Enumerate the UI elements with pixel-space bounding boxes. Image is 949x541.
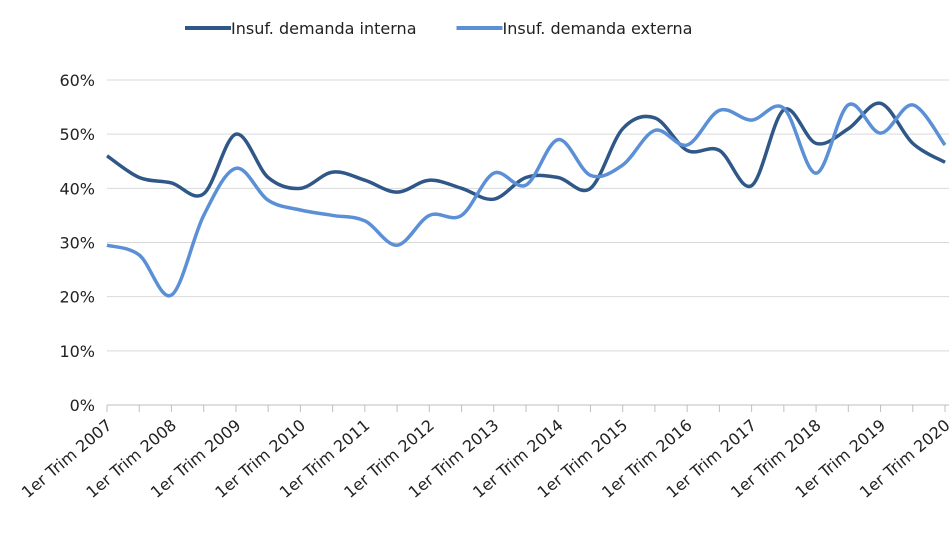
y-tick-label: 50% xyxy=(59,125,95,144)
line-series xyxy=(105,101,946,202)
line-series xyxy=(106,102,947,298)
y-tick-label: 60% xyxy=(59,71,95,90)
y-tick-label: 0% xyxy=(70,396,95,415)
legend-label: Insuf. demanda externa xyxy=(503,19,693,38)
y-tick-label: 40% xyxy=(59,179,95,198)
y-tick-label: 10% xyxy=(59,342,95,361)
y-tick-label: 20% xyxy=(59,288,95,307)
legend-label: Insuf. demanda interna xyxy=(231,19,417,38)
y-tick-label: 30% xyxy=(59,234,95,253)
